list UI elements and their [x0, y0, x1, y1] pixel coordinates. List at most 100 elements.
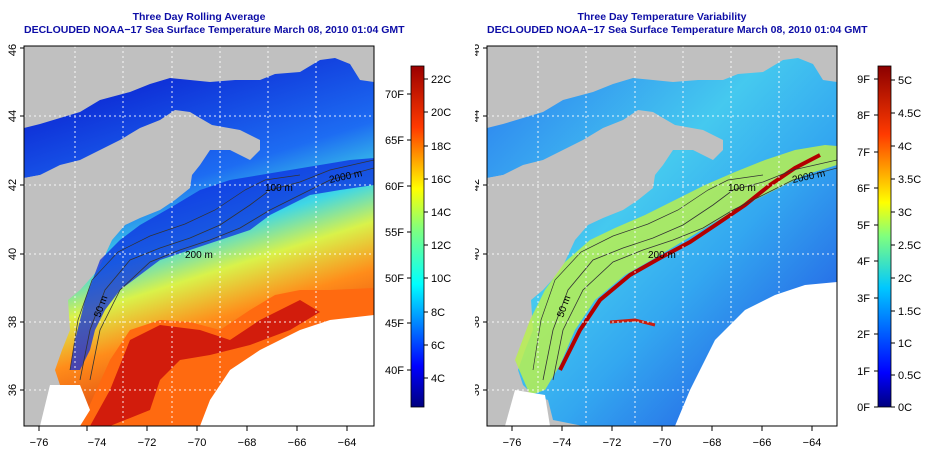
right-cb-left-6F: 6F	[857, 183, 870, 195]
left-cb-left-60F: 60F	[385, 181, 404, 193]
right-shelf-variability	[515, 145, 837, 395]
right-y-tick-40: 40	[475, 248, 482, 260]
right-grid	[487, 46, 837, 426]
right-cb-right-4.5C: 4.5C	[898, 108, 921, 120]
right-front-high-variability	[558, 153, 821, 371]
left-cold-shelf	[70, 158, 374, 370]
right-contour-200	[542, 159, 837, 381]
left-x-tick-70: −70	[188, 437, 207, 449]
left-y-tick-46: 46	[7, 44, 19, 56]
left-x-tick-72: −72	[138, 437, 157, 449]
right-cb-right-4C: 4C	[898, 141, 912, 153]
right-title-line1: Three Day Temperature Variability	[577, 11, 747, 23]
left-cb-left-40F: 40F	[385, 365, 404, 377]
right-cb-left-4F: 4F	[857, 256, 870, 268]
left-contour-label-100: 100 m	[265, 183, 293, 194]
left-cb-right-14C: 14C	[431, 207, 451, 219]
right-cb-right-0.5C: 0.5C	[898, 370, 921, 382]
right-coast-land	[487, 162, 558, 340]
right-x-tick-64: −64	[803, 437, 822, 449]
left-cb-right-4C: 4C	[431, 373, 445, 385]
right-cb-left-5F: 5F	[857, 220, 870, 232]
right-colorbar-right-ticks	[891, 79, 895, 408]
left-contour-200	[79, 159, 374, 381]
left-title-line2: DECLOUDED NOAA−17 Sea Surface Temperatur…	[24, 24, 405, 36]
left-map-frame	[23, 45, 375, 427]
right-x-tick-66: −66	[753, 437, 772, 449]
left-y-tick-42: 42	[7, 179, 19, 191]
right-x-tick-70: −70	[653, 437, 672, 449]
left-y-tick-38: 38	[7, 316, 19, 328]
right-cb-left-3F: 3F	[857, 293, 870, 305]
right-eddy-ring	[609, 318, 656, 327]
left-x-tick-64: −64	[338, 437, 357, 449]
right-map-figure: 2000 m 100 m 200 m 50 m 36 38 40 42 44 4…	[475, 44, 921, 449]
right-x-tick-72: −72	[603, 437, 622, 449]
left-contour-2000	[89, 167, 374, 381]
left-cb-left-55F: 55F	[385, 227, 404, 239]
right-cb-right-3C: 3C	[898, 207, 912, 219]
left-no-data	[200, 315, 374, 426]
left-x-tick-76: −76	[30, 437, 49, 449]
right-contour-2000	[552, 167, 837, 381]
right-cb-left-7F: 7F	[857, 147, 870, 159]
left-title-line1: Three Day Rolling Average	[132, 11, 266, 23]
left-cb-right-12C: 12C	[431, 240, 451, 252]
left-cb-right-6C: 6C	[431, 340, 445, 352]
right-cb-left-2F: 2F	[857, 329, 870, 341]
left-cb-right-20C: 20C	[431, 107, 451, 119]
right-y-tick-36: 36	[475, 384, 482, 396]
right-title: Three Day Temperature Variability DECLOU…	[487, 11, 868, 37]
right-cb-right-0C: 0C	[898, 402, 912, 414]
right-cb-left-9F: 9F	[857, 74, 870, 86]
left-cb-right-10C: 10C	[431, 273, 451, 285]
left-title: Three Day Rolling Average DECLOUDED NOAA…	[24, 11, 405, 37]
left-x-tick-74: −74	[88, 437, 107, 449]
left-colorbar	[410, 65, 425, 408]
right-colorbar-left-ticks	[874, 78, 878, 408]
left-y-tick-44: 44	[7, 110, 19, 122]
left-map-figure: 2000 m 100 m 200 m 50 m 36 38 40 42 44 4…	[7, 44, 451, 449]
left-cb-left-45F: 45F	[385, 318, 404, 330]
right-y-tick-42: 42	[475, 179, 482, 191]
left-y-axis	[20, 47, 24, 391]
right-title-line2: DECLOUDED NOAA−17 Sea Surface Temperatur…	[487, 24, 868, 36]
right-cb-left-0F: 0F	[857, 402, 870, 414]
right-cb-right-5C: 5C	[898, 75, 912, 87]
right-cb-left-1F: 1F	[857, 366, 870, 378]
right-y-axis	[483, 47, 487, 391]
right-cb-left-8F: 8F	[857, 110, 870, 122]
left-cb-left-50F: 50F	[385, 273, 404, 285]
left-colorbar-right-ticks	[424, 78, 428, 379]
left-colorbar-left-ticks	[407, 93, 411, 371]
left-grid	[24, 46, 374, 426]
right-cb-right-1.5C: 1.5C	[898, 306, 921, 318]
right-cb-right-2C: 2C	[898, 273, 912, 285]
right-x-tick-68: −68	[703, 437, 722, 449]
right-y-tick-44: 44	[475, 110, 482, 122]
left-cb-left-65F: 65F	[385, 135, 404, 147]
right-x-tick-76: −76	[503, 437, 522, 449]
right-x-tick-74: −74	[553, 437, 572, 449]
left-gulf-core	[90, 300, 320, 426]
left-x-tick-66: −66	[288, 437, 307, 449]
right-cb-right-2.5C: 2.5C	[898, 240, 921, 252]
left-cb-right-8C: 8C	[431, 307, 445, 319]
left-cb-left-70F: 70F	[385, 89, 404, 101]
right-y-tick-38: 38	[475, 316, 482, 328]
right-contour-label-200: 200 m	[648, 250, 676, 261]
left-coast-land	[24, 162, 95, 340]
left-cb-right-22C: 22C	[431, 74, 451, 86]
left-x-axis	[38, 426, 348, 431]
right-x-axis	[511, 426, 813, 431]
right-cb-right-1C: 1C	[898, 338, 912, 350]
right-colorbar	[877, 65, 892, 408]
right-no-data	[675, 282, 837, 426]
left-y-tick-40: 40	[7, 248, 19, 260]
left-no-data-south	[40, 385, 90, 426]
left-contour-label-200: 200 m	[185, 250, 213, 261]
right-no-data-south	[505, 390, 550, 426]
left-x-tick-68: −68	[238, 437, 257, 449]
left-y-tick-36: 36	[7, 384, 19, 396]
right-contour-label-100: 100 m	[728, 183, 756, 194]
